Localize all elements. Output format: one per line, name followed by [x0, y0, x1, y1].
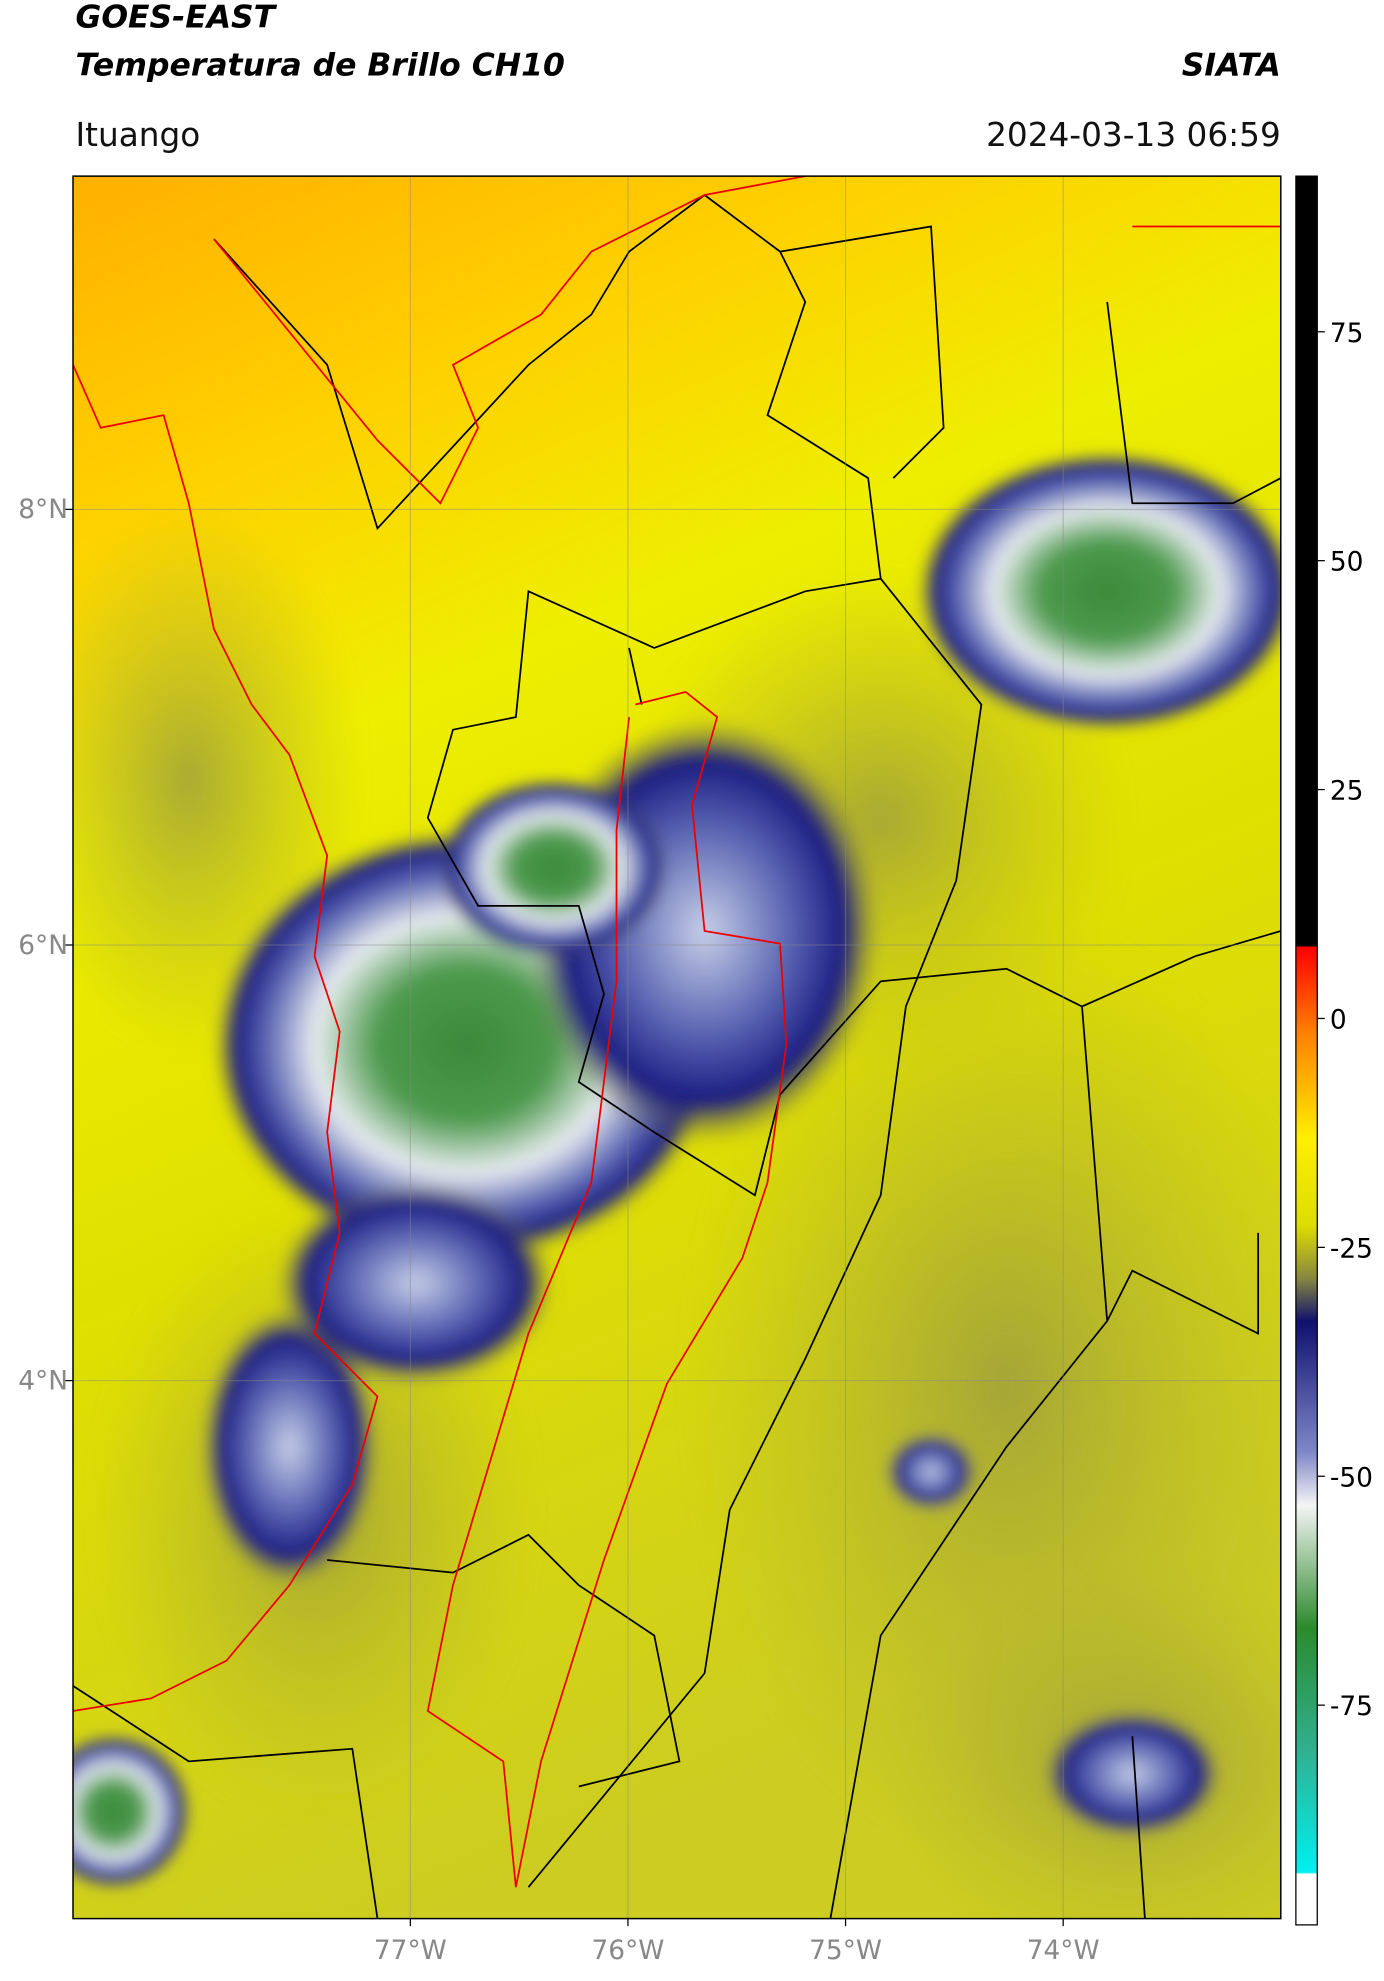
map-image: [73, 176, 1281, 1919]
colorbar-tick-label: -25: [1330, 1233, 1373, 1264]
colorbar-tick-label: 50: [1330, 547, 1364, 578]
map-frame: [72, 175, 1282, 1920]
colorbar-tick-label: 25: [1330, 776, 1364, 807]
agency: SIATA: [1182, 47, 1281, 83]
graticule: 8°N 6°N 4°N 77°W 76°W 75°W 74°W: [18, 176, 1281, 1966]
colorbar: [1295, 175, 1318, 1926]
colorbar-tick-label: 0: [1330, 1005, 1347, 1036]
lon-tick-label: 77°W: [374, 1935, 447, 1966]
lat-tick-label: 6°N: [18, 930, 68, 961]
lon-tick-label: 76°W: [591, 1935, 664, 1966]
title: GOES-EAST: [76, 0, 278, 36]
subtitle: Temperatura de Brillo CH10: [76, 47, 565, 83]
lat-tick-label: 4°N: [18, 1365, 68, 1396]
lon-tick-label: 74°W: [1027, 1935, 1100, 1966]
colorbar-tick-label: -75: [1330, 1691, 1373, 1722]
datetime: 2024-03-13 06:59: [986, 116, 1281, 154]
colorbar-tick-label: 75: [1330, 318, 1364, 349]
colorbar-tick-label: -50: [1330, 1462, 1373, 1493]
lat-tick-label: 8°N: [18, 494, 68, 525]
lon-tick-label: 75°W: [809, 1935, 882, 1966]
location: Ituango: [76, 116, 201, 154]
